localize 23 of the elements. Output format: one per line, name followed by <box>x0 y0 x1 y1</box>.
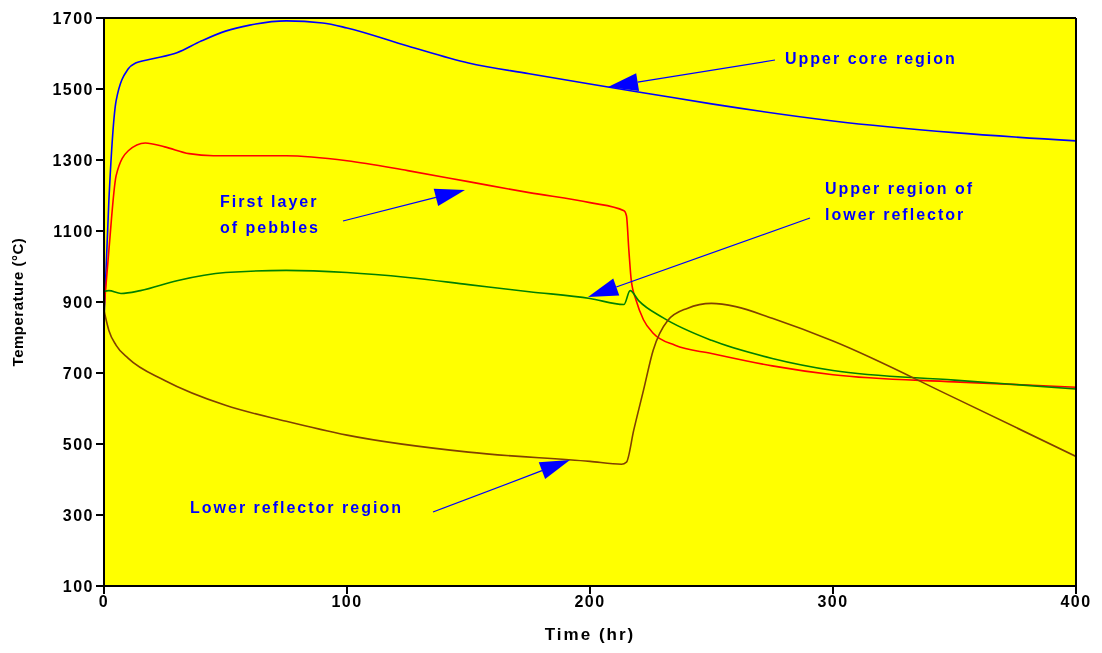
annotation: Upper core region <box>785 50 957 68</box>
x-axis-title: Time (hr) <box>544 625 636 644</box>
x-tick-label: 300 <box>817 593 849 611</box>
y-tick-label: 300 <box>62 506 94 524</box>
y-tick-label: 100 <box>62 577 94 595</box>
y-tick-label: 1500 <box>52 80 94 98</box>
y-tick-label: 1300 <box>52 151 94 169</box>
y-tick-label: 500 <box>62 435 94 453</box>
x-tick-label: 0 <box>98 593 110 611</box>
y-tick-label: 1700 <box>52 9 94 27</box>
annotation: Upper region of lower reflector <box>825 180 975 224</box>
annotation: First layer of pebbles <box>220 193 321 237</box>
line-series <box>104 142 1076 388</box>
y-tick-label: 900 <box>62 293 94 311</box>
line-series <box>104 302 1076 466</box>
y-tick-label: 700 <box>62 364 94 382</box>
y-axis-title: Temperature (°C) <box>9 237 27 367</box>
x-tick-label: 200 <box>574 593 606 611</box>
line-series <box>104 269 1076 390</box>
x-tick-label: 400 <box>1060 593 1092 611</box>
x-tick-label: 100 <box>331 593 363 611</box>
annotation: Lower reflector region <box>190 499 403 517</box>
y-tick-label: 1100 <box>53 222 94 240</box>
